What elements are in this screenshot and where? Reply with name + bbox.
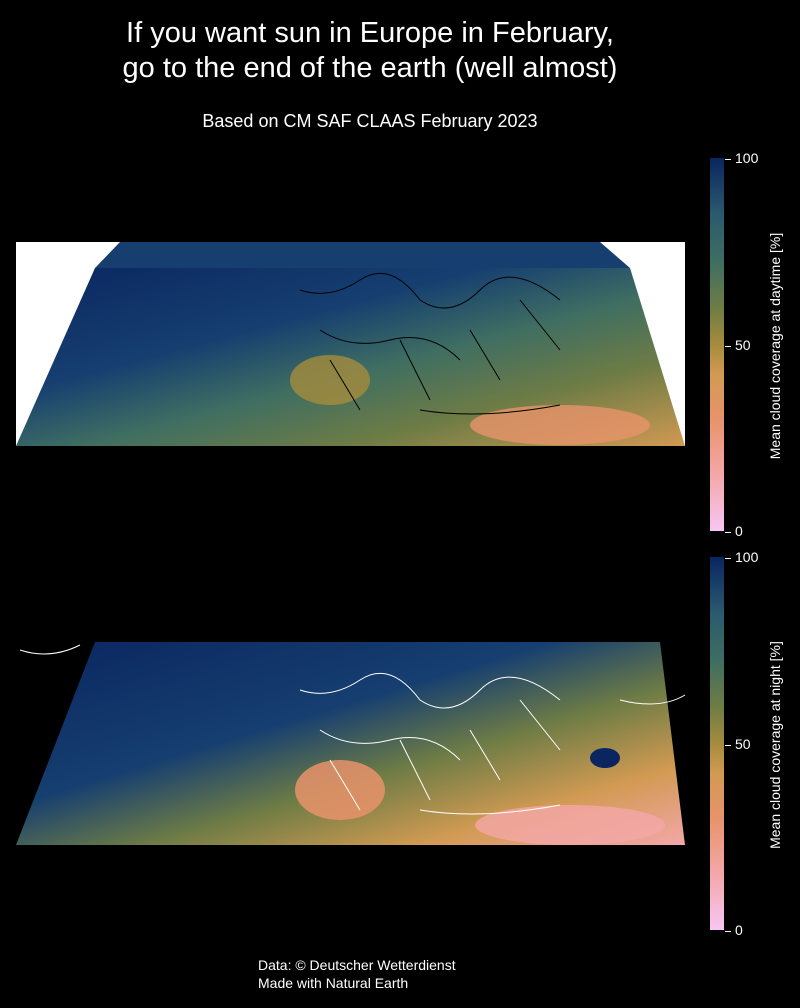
colorbar-night-tick-50: 50 — [725, 737, 751, 751]
credit-natural-earth: Made with Natural Earth — [258, 975, 409, 991]
daytime-cloud-field — [16, 268, 685, 446]
night-cloud-field — [16, 642, 685, 845]
credit-data: Data: © Deutscher Wetterdienst — [258, 957, 456, 973]
colorbar-daytime-tick-50: 50 — [725, 338, 751, 352]
colorbar-daytime-label: Mean cloud coverage at daytime [%] — [767, 232, 783, 460]
subtitle: Based on CM SAF CLAAS February 2023 — [202, 111, 538, 131]
night-black-sea — [590, 748, 620, 768]
daytime-clear-north-africa — [470, 405, 650, 445]
colorbar-night-tick-100: 100 — [725, 550, 758, 564]
daytime-clear-iberia — [290, 355, 370, 405]
night-map — [16, 642, 686, 845]
title-line-1: If you want sun in Europe in February, — [126, 17, 614, 49]
colorbar-daytime-tick-0: 0 — [725, 524, 743, 538]
daytime-map — [16, 242, 685, 446]
night-clear-iberia — [295, 760, 385, 820]
title-line-2: go to the end of the earth (well almost) — [122, 52, 618, 84]
daytime-country-borders — [299, 272, 561, 415]
page-title: If you want sun in Europe in February, g… — [0, 16, 740, 86]
night-country-borders — [19, 644, 686, 815]
colorbar-night-fill — [710, 557, 724, 930]
colorbar-daytime-fill — [710, 158, 724, 531]
daytime-cloud-field-top — [95, 242, 630, 268]
colorbar-night-tick-0: 0 — [725, 923, 743, 937]
night-clear-north-africa — [475, 805, 665, 845]
colorbar-daytime-tick-100: 100 — [725, 151, 758, 165]
colorbar-night-label: Mean cloud coverage at night [%] — [767, 641, 783, 849]
